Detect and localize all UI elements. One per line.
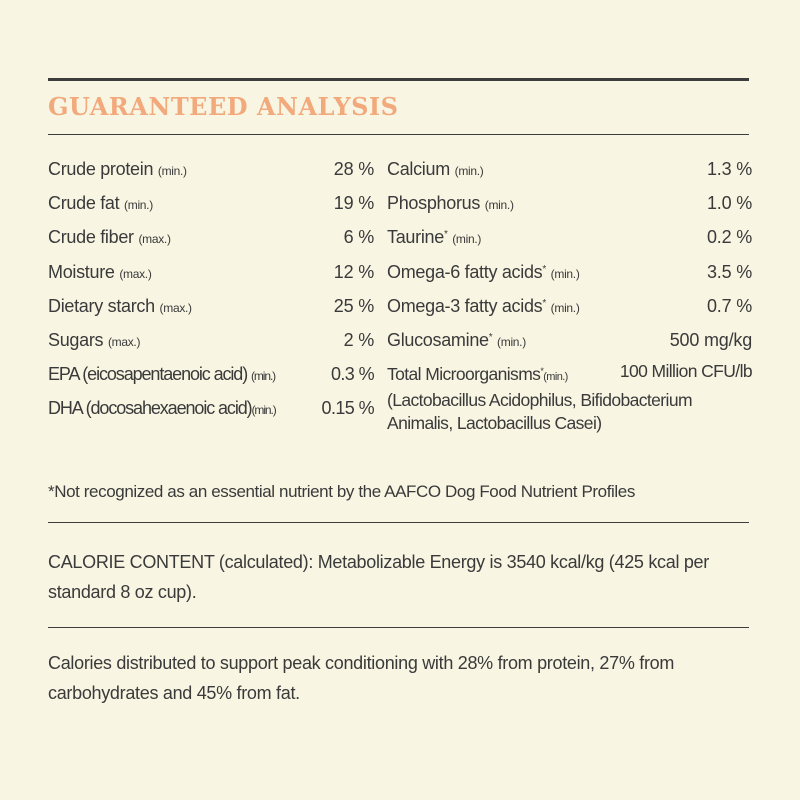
nutrient-name: Total Microorganisms	[387, 364, 541, 385]
divider	[48, 627, 749, 628]
nutrient-value: 3.5 %	[706, 261, 752, 282]
asterisk-marker: *	[443, 229, 448, 241]
calorie-content: CALORIE CONTENT (calculated): Metaboliza…	[48, 552, 709, 602]
nutrient-row: Crude fat (min.) 19 %	[48, 184, 374, 218]
nutrient-qualifier: (max.)	[159, 300, 193, 315]
nutrient-qualifier: (min.)	[124, 198, 153, 213]
analysis-left-column: Crude protein (min.) 28 % Crude fat (min…	[48, 150, 375, 424]
nutrient-qualifier: (min.)	[550, 266, 580, 281]
nutrient-name: Omega-6 fatty acids	[387, 261, 543, 282]
nutrient-qualifier: (min.)	[157, 164, 187, 178]
nutrient-name: Moisture	[48, 261, 115, 282]
nutrient-value: 2 %	[343, 329, 375, 350]
nutrient-value: 19 %	[333, 193, 374, 214]
nutrient-value: 0.15 %	[321, 398, 375, 419]
nutrient-name: EPA (eicosapentaenoic acid)	[48, 364, 248, 385]
nutrient-qualifier: (min.)	[452, 232, 482, 247]
nutrient-name: Taurine	[387, 227, 444, 248]
nutrient-row: Sugars (max.) 2 %	[48, 321, 374, 355]
nutrient-value: 500 mg/kg	[669, 329, 752, 350]
nutrient-name: Glucosamine	[387, 329, 489, 350]
analysis-right-column: Calcium (min.) 1.3 % Phosphorus (min.) 1…	[387, 150, 753, 435]
nutrient-value: 25 %	[333, 295, 374, 316]
nutrient-qualifier: (max.)	[107, 334, 141, 349]
nutrient-qualifier: (min.)	[251, 403, 277, 418]
nutrient-name: Calcium	[387, 159, 450, 179]
nutrient-value: 0.7 %	[706, 295, 752, 316]
nutrient-qualifier: (max.)	[119, 266, 152, 281]
nutrient-value: 1.0 %	[706, 193, 752, 214]
nutrient-qualifier: (min.)	[251, 369, 276, 384]
nutrient-row: Phosphorus (min.) 1.0 %	[387, 184, 752, 218]
nutrient-qualifier: (min.)	[543, 371, 568, 384]
divider	[48, 522, 749, 523]
section-title: GUARANTEED ANALYSIS	[48, 92, 399, 121]
nutrient-row: Omega-6 fatty acids* (min.) 3.5 %	[387, 253, 752, 287]
nutrient-name: Crude fat	[48, 193, 120, 214]
aafco-footnote: *Not recognized as an essential nutrient…	[48, 482, 635, 501]
nutrient-value: 12 %	[333, 261, 374, 282]
asterisk-marker: *	[542, 263, 546, 275]
nutrient-name: Crude fiber	[48, 227, 134, 248]
microorganisms-strains-line: (Lactobacillus Acidophilus, Bifidobacter…	[387, 390, 693, 411]
nutrient-row: EPA (eicosapentaenoic acid) (min.) 0.3 %	[48, 355, 375, 389]
nutrient-name: Sugars	[48, 329, 104, 350]
nutrient-row: DHA (docosahexaenoic acid)(min.) 0.15 %	[48, 389, 375, 423]
nutrient-qualifier: (min.)	[484, 198, 514, 213]
nutrient-name: Dietary starch	[48, 295, 155, 316]
calorie-distribution: Calories distributed to support peak con…	[48, 653, 675, 703]
nutrient-value: 6 %	[343, 227, 375, 248]
nutrient-row: Dietary starch (max.) 25 %	[48, 287, 374, 321]
nutrient-qualifier: (min.)	[454, 164, 484, 178]
title-rule	[48, 134, 749, 135]
nutrient-qualifier: (max.)	[138, 232, 171, 247]
nutrient-qualifier: (min.)	[497, 334, 526, 349]
asterisk-marker: *	[540, 366, 544, 377]
asterisk-marker: *	[488, 331, 493, 343]
nutrient-row: Glucosamine* (min.) 500 mg/kg	[387, 321, 752, 355]
nutrient-name: Crude protein	[48, 159, 154, 179]
microorganisms-strains-line: Animalis, Lactobacillus Casei)	[387, 413, 602, 434]
nutrient-value: 1.3 %	[706, 159, 752, 179]
top-rule	[48, 78, 749, 81]
nutrient-name: Phosphorus	[387, 193, 481, 214]
nutrient-value: 0.3 %	[330, 364, 375, 385]
nutrient-qualifier: (min.)	[550, 300, 580, 315]
asterisk-marker: *	[542, 297, 546, 309]
nutrient-value: 100 Million CFU/lb	[619, 361, 753, 382]
nutrient-row: Taurine* (min.) 0.2 %	[387, 218, 752, 252]
nutrient-row: Moisture (max.) 12 %	[48, 253, 374, 287]
nutrient-row: Omega-3 fatty acids* (min.) 0.7 %	[387, 287, 752, 321]
microorganisms-block: Total Microorganisms*(min.) 100 Million …	[387, 360, 753, 435]
nutrient-name: Omega-3 fatty acids	[387, 295, 543, 316]
nutrient-value: 28 %	[333, 159, 374, 179]
nutrient-row: Calcium (min.) 1.3 %	[387, 150, 752, 184]
nutrient-row: Crude fiber (max.) 6 %	[48, 218, 374, 252]
nutrient-name: DHA (docosahexaenoic acid)	[48, 398, 253, 419]
nutrient-value: 0.2 %	[706, 227, 752, 248]
nutrient-row: Crude protein (min.) 28 %	[48, 150, 374, 184]
